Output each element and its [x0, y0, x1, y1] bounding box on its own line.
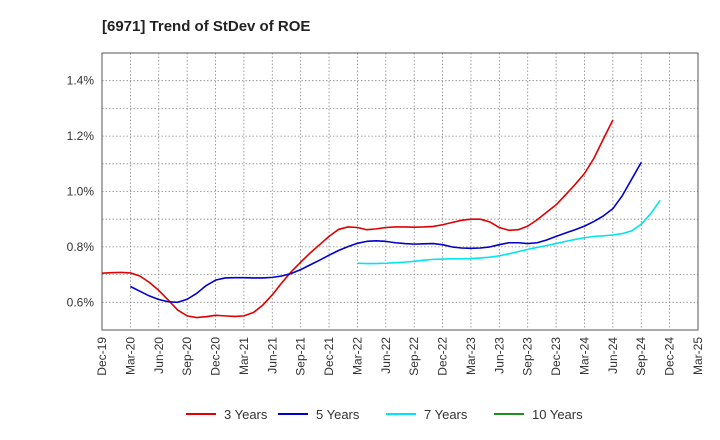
- x-tick-label: Sep-22: [407, 337, 421, 376]
- x-tick-label: Sep-21: [294, 337, 308, 376]
- x-tick-label: Jun-24: [606, 337, 620, 374]
- x-tick-label: Mar-25: [691, 337, 705, 375]
- x-tick-label: Dec-21: [322, 337, 336, 376]
- legend-item: 5 Years: [278, 407, 360, 422]
- series-line: [130, 162, 642, 304]
- legend-item: 3 Years: [186, 407, 268, 422]
- legend-item: 10 Years: [494, 407, 583, 422]
- y-tick-label: 0.6%: [67, 295, 95, 309]
- y-tick-label: 1.4%: [67, 74, 95, 88]
- plot-frame: [101, 52, 699, 331]
- legend: 3 Years 5 Years 7 Years 10 Years: [186, 407, 583, 422]
- series-line: [101, 119, 614, 319]
- x-tick-label: Jun-22: [379, 337, 393, 374]
- x-tick-label: Dec-24: [663, 337, 677, 376]
- x-tick-label: Jun-23: [492, 337, 506, 374]
- x-tick-label: Mar-22: [350, 337, 364, 375]
- legend-label: 3 Years: [224, 407, 268, 422]
- x-tick-label: Sep-23: [521, 337, 535, 376]
- x-tick-label: Mar-21: [237, 337, 251, 375]
- x-tick-label: Dec-22: [436, 337, 450, 376]
- series-line: [357, 199, 661, 265]
- legend-label: 7 Years: [424, 407, 468, 422]
- x-tick-label: Dec-20: [209, 337, 223, 376]
- legend-label: 5 Years: [316, 407, 360, 422]
- x-tick-label: Jun-20: [152, 337, 166, 374]
- x-tick-label: Dec-19: [95, 337, 109, 376]
- series-layer: [101, 119, 661, 319]
- y-tick-label: 0.8%: [67, 240, 95, 254]
- chart-title: [6971] Trend of StDev of ROE: [102, 18, 310, 35]
- y-tick-label: 1.2%: [67, 129, 95, 143]
- x-tick-label: Jun-21: [265, 337, 279, 374]
- x-tick-label: Dec-23: [549, 337, 563, 376]
- x-tick-label: Mar-20: [123, 337, 137, 375]
- y-tick-label: 1.0%: [67, 185, 95, 199]
- legend-item: 7 Years: [386, 407, 468, 422]
- x-tick-label: Sep-24: [634, 337, 648, 376]
- legend-label: 10 Years: [532, 407, 583, 422]
- grid-layer: [102, 53, 698, 330]
- x-tick-label: Mar-24: [577, 337, 591, 375]
- x-tick-label: Sep-20: [180, 337, 194, 376]
- x-tick-label: Mar-23: [464, 337, 478, 375]
- axis-layer: 0.6% 0.8% 1.0% 1.2% 1.4% Dec-19 Mar-20 Jun-20 Se…: [67, 74, 705, 376]
